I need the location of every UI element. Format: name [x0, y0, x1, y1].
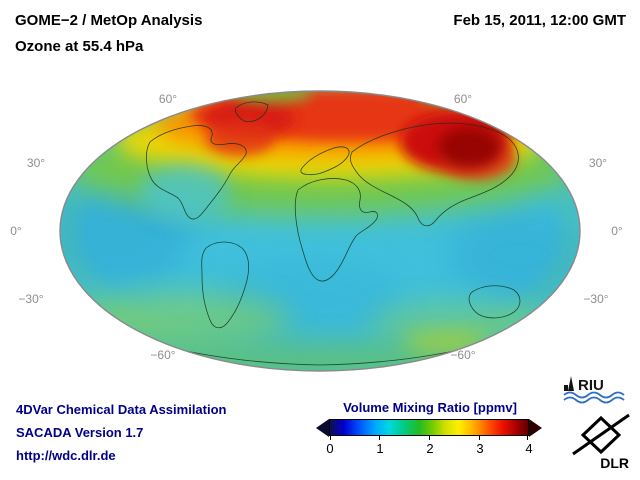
credit-url: http://wdc.dlr.de	[16, 448, 116, 463]
lat-label-minus30-left: −30°	[18, 292, 44, 306]
colorbar-right-arrow-icon	[529, 418, 542, 437]
figure-title: GOME−2 / MetOp Analysis	[15, 12, 203, 29]
colorbar-tick-label-1: 1	[376, 441, 384, 456]
riu-logo: RIU	[563, 376, 625, 404]
colorbar-tick	[379, 436, 380, 440]
colorbar-tick	[479, 436, 480, 440]
continent-outlines	[146, 101, 521, 366]
colorbar-title: Volume Mixing Ratio [ppmv]	[343, 400, 517, 415]
riu-spire-icon	[568, 376, 574, 391]
riu-building-icon	[564, 385, 568, 391]
riu-logo-text: RIU	[578, 377, 604, 394]
colorbar-tick-label-0: 0	[326, 441, 334, 456]
colorbar-tick-label-4: 4	[525, 441, 533, 456]
lat-label-minus60-left: −60°	[150, 348, 176, 362]
colorbar-left-arrow-icon	[316, 418, 329, 437]
map-ellipse-border	[59, 90, 581, 372]
lat-label-minus60-right: −60°	[450, 348, 476, 362]
lat-label-60-left: 60°	[158, 92, 178, 106]
dlr-logo: DLR	[572, 413, 630, 470]
lat-label-30-left: 30°	[26, 156, 46, 170]
colorbar-tick	[527, 436, 528, 440]
riu-wave-icon	[563, 391, 625, 399]
figure-subtitle: Ozone at 55.4 hPa	[15, 38, 144, 55]
credit-assimilation: 4DVar Chemical Data Assimilation	[16, 402, 227, 417]
colorbar-tick	[429, 436, 430, 440]
lat-label-minus30-right: −30°	[583, 292, 609, 306]
figure-datetime: Feb 15, 2011, 12:00 GMT	[453, 12, 626, 29]
lat-label-30-right: 30°	[588, 156, 608, 170]
lat-label-60-right: 60°	[453, 92, 473, 106]
dlr-swoosh-icon	[572, 413, 630, 456]
riu-wave-icon	[563, 396, 625, 404]
colorbar-tick-label-2: 2	[426, 441, 434, 456]
credit-version: SACADA Version 1.7	[16, 425, 144, 440]
ozone-field	[60, 91, 580, 371]
lat-label-0-left: 0°	[10, 224, 22, 238]
lat-label-0-right: 0°	[611, 224, 623, 238]
colorbar	[316, 418, 542, 440]
colorbar-tick	[330, 436, 331, 440]
dlr-logo-text: DLR	[600, 455, 629, 470]
dlr-diamond-icon	[580, 415, 622, 455]
colorbar-tick-label-3: 3	[476, 441, 484, 456]
colorbar-gradient	[329, 419, 529, 440]
